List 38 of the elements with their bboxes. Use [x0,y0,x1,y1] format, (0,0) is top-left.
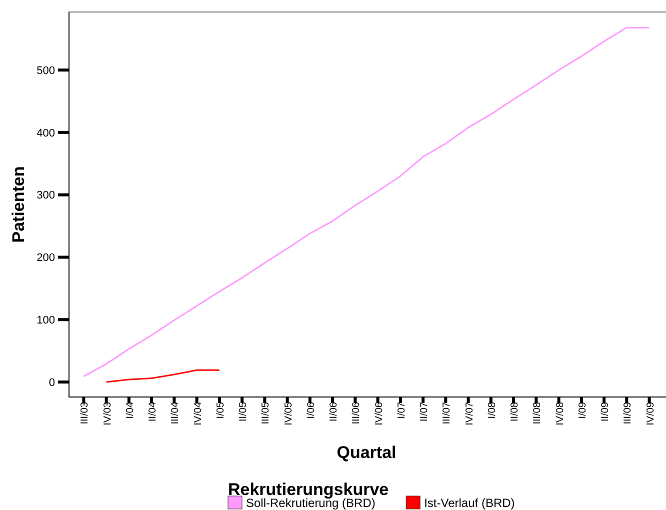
x-tick-label: III/06 [351,402,362,424]
line-series [106,369,220,383]
x-tick-label: I/04 [124,402,136,419]
x-tick-label: III/09 [622,402,634,424]
x-tick-label: II/06 [328,402,340,422]
y-tick-label: 300 [36,190,55,202]
x-tick-label: I/07 [396,402,408,419]
x-tick-label: III/05 [260,402,272,424]
x-tick-label: II/05 [238,402,250,422]
y-tick-label: 100 [36,314,55,326]
y-axis-title: Patienten [9,166,28,243]
y-tick-label: 500 [36,64,55,77]
x-axis-title: Quartal [336,443,396,462]
x-tick-label: IV/05 [283,402,294,426]
x-tick-label: II/04 [148,402,159,422]
x-tick-label: I/08 [486,402,498,419]
x-tick-label: II/07 [419,402,430,422]
y-tick-label: 400 [36,127,55,140]
x-tick-label: IV/04 [192,402,204,426]
x-tick-label: I/06 [306,402,317,419]
legend-title: Rekrutierungskurve [228,480,389,499]
x-tick-label: IV/08 [554,402,566,426]
x-tick-label: II/09 [600,402,612,422]
x-tick-label: IV/06 [374,402,385,426]
x-tick-label: III/07 [442,402,453,424]
x-tick-label: II/08 [510,402,521,422]
x-tick-label: III/04 [170,402,182,424]
x-tick-label: IV/07 [464,402,476,426]
x-tick-label: IV/09 [645,402,656,426]
x-tick-label: III/08 [532,402,544,424]
y-tick-label: 200 [36,252,55,264]
y-tick-label: 0 [48,376,55,389]
x-tick-label: I/05 [215,402,226,419]
x-tick-label: I/09 [577,402,588,419]
x-tick-label: III/03 [80,402,91,424]
line-series [82,26,650,378]
legend-label: Ist-Verlauf (BRD) [424,496,515,510]
x-tick-label: IV/03 [102,402,114,426]
